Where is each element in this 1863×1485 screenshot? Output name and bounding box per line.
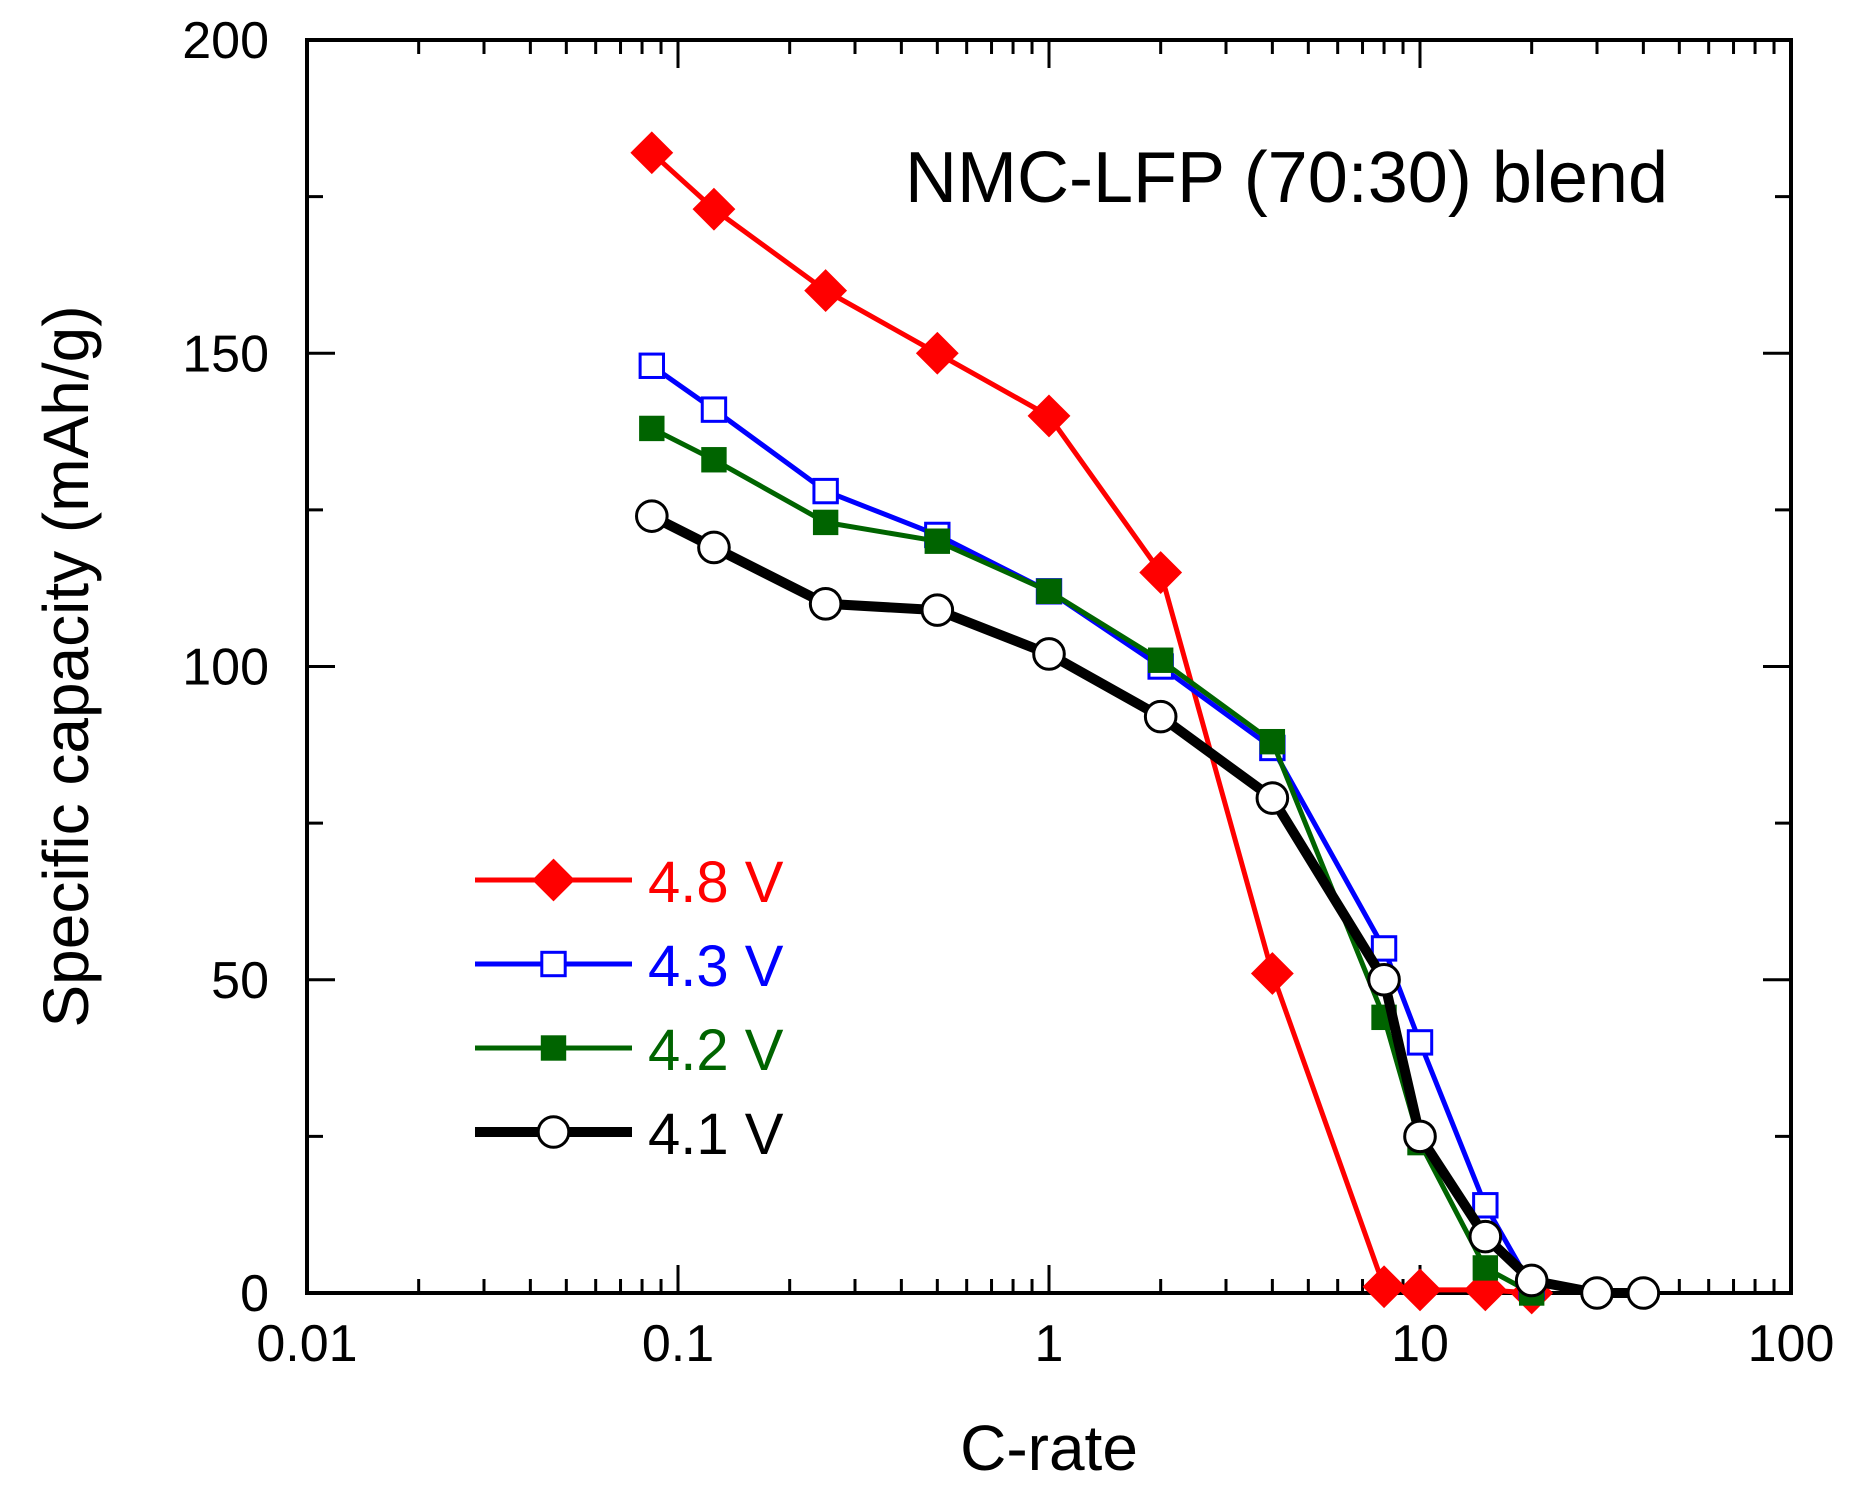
data-point-4-1-v: [808, 587, 843, 621]
data-point-4-1-v: [1255, 781, 1290, 815]
series-4-2-v: [639, 415, 1545, 1306]
legend-marker: [540, 950, 567, 978]
x-tick-labels: 0.01 0.1 1 10 100: [256, 1315, 1834, 1373]
data-point-4-3-v: [1406, 1029, 1434, 1056]
chart-annotation: NMC-LFP (70:30) blend: [905, 138, 1668, 218]
data-point-4-1-v: [1580, 1276, 1614, 1310]
data-point-4-1-v: [1626, 1276, 1661, 1310]
data-point-4-8-v: [1398, 1268, 1442, 1312]
data-point-4-2-v: [812, 509, 839, 536]
data-point-4-8-v: [915, 331, 959, 375]
data-point-4-8-v: [1250, 952, 1294, 995]
legend-item-4-8-v: 4.8 V: [475, 850, 784, 915]
data-point-4-1-v: [697, 530, 731, 565]
data-point-4-1-v: [635, 499, 669, 533]
data-point-4-1-v: [1514, 1263, 1549, 1298]
legend-label: 4.2 V: [648, 1018, 784, 1083]
legend-item-4-3-v: 4.3 V: [475, 934, 784, 999]
legend: 4.8 V 4.3 V 4.2 V 4.1 V: [475, 850, 784, 1167]
data-point-4-1-v: [1468, 1219, 1503, 1254]
y-tick-label: 50: [211, 952, 269, 1010]
data-point-4-2-v: [701, 447, 727, 473]
legend-label: 4.3 V: [648, 934, 784, 999]
x-axis-title: C-rate: [960, 1412, 1138, 1484]
data-point-4-2-v: [924, 528, 951, 554]
data-point-4-3-v: [638, 352, 666, 379]
data-point-4-2-v: [639, 415, 665, 442]
series-line-4-8-v: [650, 150, 1532, 1296]
series-line-4-3-v: [650, 363, 1534, 1288]
minor-ticks: [307, 40, 1791, 1293]
data-point-4-1-v: [1143, 699, 1178, 734]
y-tick-label: 100: [182, 639, 269, 697]
x-tick-label: 100: [1748, 1315, 1835, 1373]
data-point-4-1-v: [1403, 1119, 1437, 1154]
legend-item-4-1-v: 4.1 V: [475, 1102, 784, 1167]
series-line-4-1-v: [649, 511, 1644, 1298]
data-point-4-8-v: [630, 131, 674, 175]
data-point-4-1-v: [1032, 637, 1066, 671]
data-point-4-2-v: [1036, 578, 1062, 605]
legend-marker: [536, 1115, 571, 1149]
data-point-4-1-v: [1367, 962, 1401, 997]
legend-marker: [532, 858, 575, 902]
y-tick-labels: 0 50 100 150 200: [182, 12, 269, 1323]
data-point-4-8-v: [804, 269, 848, 313]
data-point-4-8-v: [1027, 394, 1071, 438]
legend-label: 4.8 V: [648, 850, 784, 915]
series-line-4-2-v: [650, 426, 1533, 1296]
legend-label: 4.1 V: [648, 1102, 784, 1167]
data-point-4-8-v: [692, 187, 736, 231]
data-point-4-2-v: [1472, 1255, 1499, 1281]
y-tick-label: 0: [240, 1265, 269, 1323]
x-tick-label: 10: [1391, 1315, 1449, 1373]
x-tick-label: 1: [1035, 1315, 1064, 1373]
data-point-4-3-v: [1472, 1192, 1499, 1219]
series-layer: [630, 131, 1661, 1315]
x-tick-label: 0.1: [642, 1315, 714, 1373]
data-point-4-2-v: [1259, 728, 1286, 755]
x-tick-label: 0.01: [256, 1315, 357, 1373]
legend-item-4-2-v: 4.2 V: [475, 1018, 784, 1083]
y-tick-label: 150: [182, 325, 269, 383]
legend-marker: [540, 1035, 567, 1061]
series-4-1-v: [635, 499, 1661, 1310]
plot-frame: [305, 38, 1793, 1295]
data-point-4-3-v: [812, 477, 839, 505]
data-point-4-1-v: [920, 593, 955, 627]
y-axis-title: Specific capacity (mAh/g): [30, 305, 102, 1027]
data-point-4-2-v: [1147, 647, 1174, 673]
data-point-4-3-v: [1370, 935, 1398, 962]
data-point-4-8-v: [1362, 1265, 1406, 1309]
data-point-4-3-v: [700, 396, 728, 423]
data-point-4-8-v: [1139, 551, 1183, 594]
y-tick-label: 200: [182, 12, 269, 70]
